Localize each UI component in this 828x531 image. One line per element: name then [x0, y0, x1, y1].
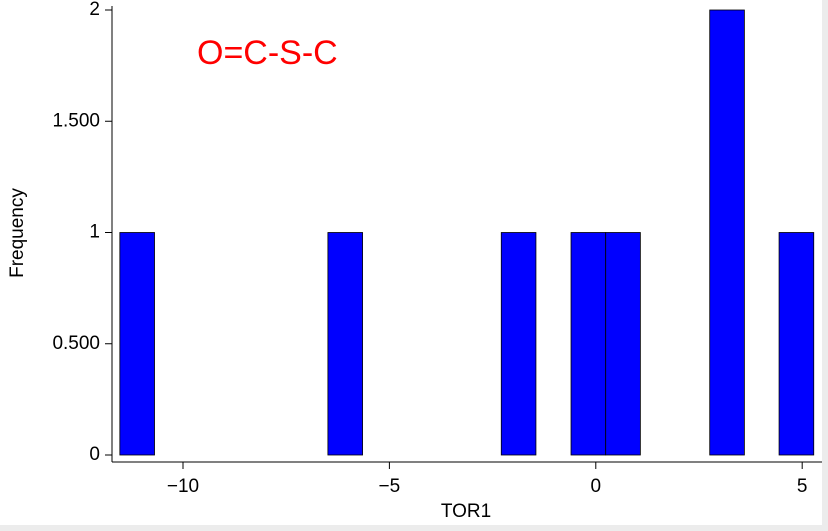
bar: [500, 232, 537, 456]
bar: [327, 232, 363, 456]
bar: [778, 232, 815, 456]
x-tick-label: −10: [167, 476, 199, 497]
y-tick-label: 1.500: [52, 110, 100, 131]
bar: [605, 232, 641, 456]
bar: [570, 232, 607, 456]
y-axis-label: Frequency: [7, 188, 28, 278]
x-tick-label: −5: [379, 476, 401, 497]
y-tick-label: 2: [89, 0, 100, 20]
x-tick-label: 5: [797, 476, 808, 497]
annotation: O=C-S-C: [197, 34, 338, 72]
y-tick-label: 0.500: [52, 333, 100, 354]
y-tick-label: 1: [89, 222, 100, 243]
x-tick-label: 0: [591, 476, 602, 497]
bar: [119, 232, 155, 456]
y-tick-label: 0: [89, 444, 100, 465]
bar: [709, 9, 745, 456]
x-axis-label: TOR1: [441, 501, 491, 522]
